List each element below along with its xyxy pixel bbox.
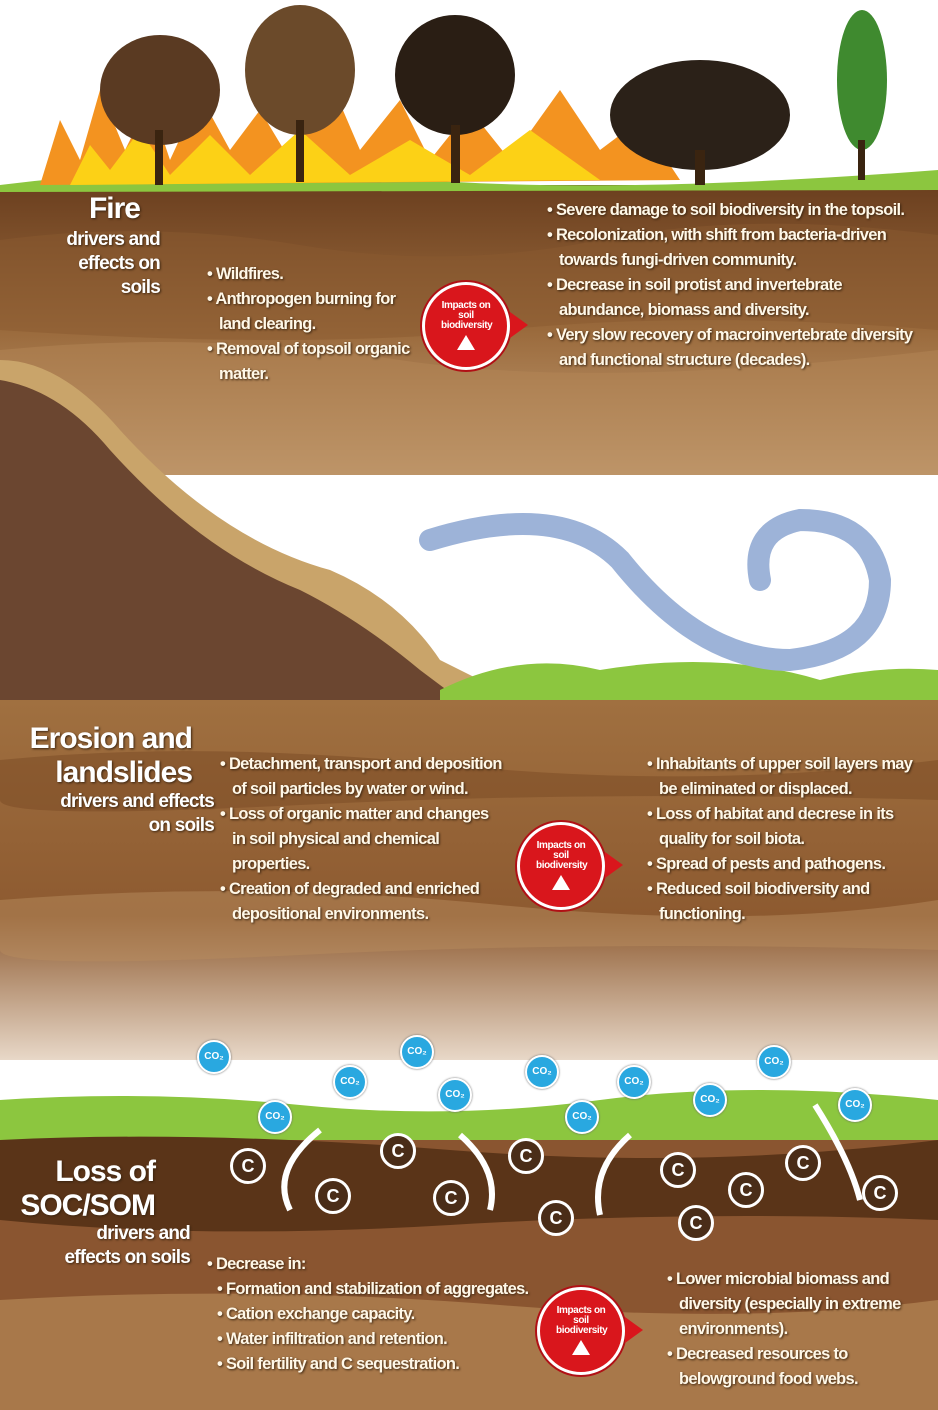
badge-text: Impacts on soil biodiversity: [441, 300, 493, 331]
section-subtitle: drivers and effects on soils: [64, 1223, 190, 1268]
driver-item: Formation and stabilization of aggregate…: [205, 1277, 535, 1302]
co2-bubble: CO₂: [693, 1083, 727, 1117]
driver-item: Anthropogen burning for land clearing.: [205, 287, 415, 337]
drivers-lead: Decrease in:: [205, 1252, 535, 1277]
driver-item: Soil fertility and C sequestration.: [205, 1352, 535, 1377]
section-title: Loss of SOC/SOM: [20, 1155, 156, 1222]
badge-arrow: [510, 312, 528, 338]
carbon-circle: C: [380, 1133, 416, 1169]
drivers-list: Decrease in:Formation and stabilization …: [205, 1252, 535, 1377]
section-title: Fire: [88, 192, 141, 225]
carbon-circle: C: [728, 1172, 764, 1208]
badge-arrow: [625, 1317, 643, 1343]
driver-item: Water infiltration and retention.: [205, 1327, 535, 1352]
effects-list: Lower microbial biomass and diversity (e…: [665, 1267, 927, 1392]
effect-item: Lower microbial biomass and diversity (e…: [665, 1267, 927, 1342]
warning-icon: [552, 875, 570, 890]
co2-bubble: CO₂: [757, 1045, 791, 1079]
impact-badge: Impacts on soil biodiversity: [422, 282, 510, 370]
section-title: Erosion and landslides: [29, 722, 193, 789]
section-subtitle: drivers and effects on soils: [60, 791, 215, 836]
driver-item: Creation of degraded and enriched deposi…: [218, 877, 503, 927]
co2-bubble: CO₂: [617, 1065, 651, 1099]
effect-item: Loss of habitat and decrese in its quali…: [645, 802, 930, 852]
impact-badge: Impacts on soil biodiversity: [537, 1287, 625, 1375]
drivers-list: Detachment, transport and deposition of …: [218, 752, 503, 927]
section-subtitle: drivers and effects on soils: [66, 229, 160, 298]
effect-item: Severe damage to soil biodiversity in th…: [545, 198, 915, 223]
effect-item: Reduced soil biodiversity and functionin…: [645, 877, 930, 927]
drivers-list: Wildfires.Anthropogen burning for land c…: [205, 262, 415, 387]
carbon-circle: C: [230, 1148, 266, 1184]
warning-icon: [572, 1340, 590, 1355]
co2-bubble: CO₂: [525, 1055, 559, 1089]
carbon-circle: C: [433, 1180, 469, 1216]
impact-badge: Impacts on soil biodiversity: [517, 822, 605, 910]
effects-list: Inhabitants of upper soil layers may be …: [645, 752, 930, 927]
co2-bubble: CO₂: [438, 1078, 472, 1112]
badge-text: Impacts on soil biodiversity: [556, 1305, 608, 1336]
co2-bubble: CO₂: [333, 1065, 367, 1099]
effect-item: Recolonization, with shift from bacteria…: [545, 223, 915, 273]
carbon-circle: C: [508, 1138, 544, 1174]
co2-bubble: CO₂: [838, 1088, 872, 1122]
carbon-circle: C: [538, 1200, 574, 1236]
carbon-circle: C: [862, 1175, 898, 1211]
effect-item: Decrease in soil protist and invertebrat…: [545, 273, 915, 323]
effect-item: Inhabitants of upper soil layers may be …: [645, 752, 930, 802]
effect-item: Spread of pests and pathogens.: [645, 852, 930, 877]
carbon-circle: C: [678, 1205, 714, 1241]
co2-bubble: CO₂: [400, 1035, 434, 1069]
driver-item: Removal of topsoil organic matter.: [205, 337, 415, 387]
driver-item: Loss of organic matter and changes in so…: [218, 802, 503, 877]
effects-list: Severe damage to soil biodiversity in th…: [545, 198, 915, 373]
effect-item: Decreased resources to belowground food …: [665, 1342, 927, 1392]
co2-bubble: CO₂: [565, 1100, 599, 1134]
carbon-circle: C: [785, 1145, 821, 1181]
warning-icon: [457, 335, 475, 350]
co2-bubble: CO₂: [197, 1040, 231, 1074]
badge-arrow: [605, 852, 623, 878]
badge-text: Impacts on soil biodiversity: [536, 840, 588, 871]
driver-item: Wildfires.: [205, 262, 415, 287]
co2-bubble: CO₂: [258, 1100, 292, 1134]
carbon-circle: C: [315, 1178, 351, 1214]
driver-item: Cation exchange capacity.: [205, 1302, 535, 1327]
effect-item: Very slow recovery of macroinvertebrate …: [545, 323, 915, 373]
driver-item: Detachment, transport and deposition of …: [218, 752, 503, 802]
carbon-circle: C: [660, 1152, 696, 1188]
